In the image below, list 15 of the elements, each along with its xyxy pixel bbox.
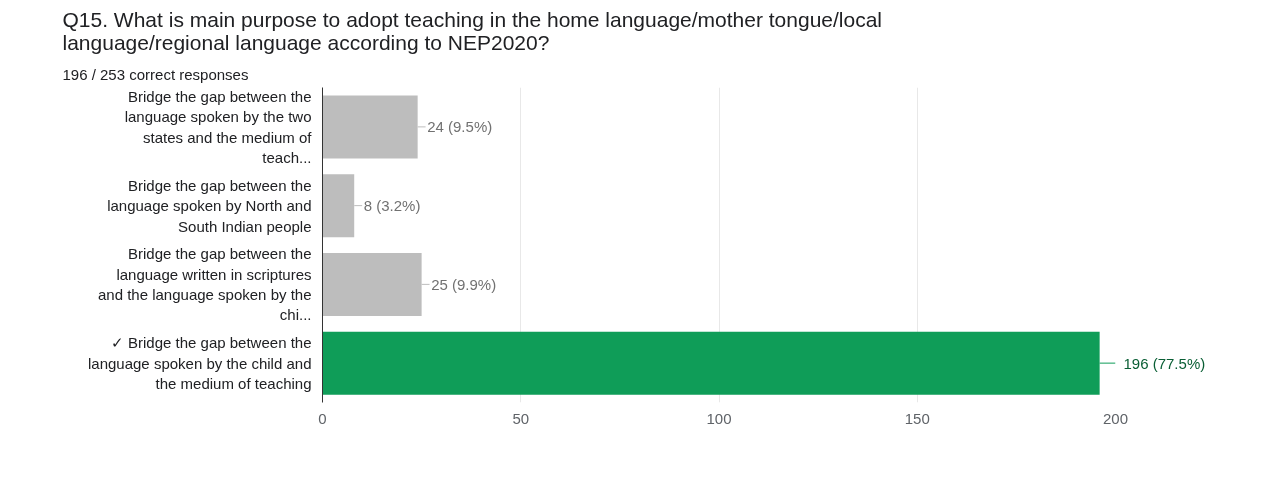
data-label: 196 (77.5%) [1123,354,1206,372]
y-tick-label: ✓ Bridge the gap between the language spoken by the child and the medium of teaching [87,334,312,393]
data-label: 25 (9.9%) [431,275,497,293]
y-tick-label: Bridge the gap between the language spoken by the two states and the medium of teach... [124,87,313,166]
data-label: 24 (9.5%) [427,118,493,136]
x-tick-label: 0 [318,409,327,427]
text: 196 / 253 correct responses [62,65,249,83]
y-tick-label: Bridge the gap between the language spoken by North and South Indian people [107,176,312,235]
y-tick-label: Bridge the gap between the language written in scriptures and the language spoken by the chi... [97,245,312,324]
chart-title: Q15. What is main purpose to adopt teaching in the home language/mother tongue/local language/regional language according to NEP2020? [62,7,883,54]
x-tick-label: 200 [1102,409,1129,427]
x-tick-label: 100 [706,409,732,427]
x-tick-label: 150 [904,409,930,427]
x-tick-label: 50 [512,409,530,427]
data-label: 8 (3.2%) [363,197,421,215]
